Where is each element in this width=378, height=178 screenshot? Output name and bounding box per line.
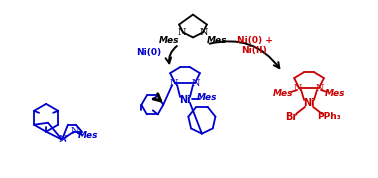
Text: N: N: [59, 135, 67, 144]
Text: Ni(0) +
Ni(II): Ni(0) + Ni(II): [237, 36, 273, 55]
Text: N: N: [200, 28, 208, 37]
Text: N: N: [294, 83, 302, 93]
Text: N: N: [71, 127, 79, 136]
Text: Br: Br: [285, 112, 297, 122]
Text: Mes: Mes: [159, 36, 180, 45]
Text: ··: ··: [191, 34, 195, 43]
Text: N: N: [316, 83, 324, 93]
Text: Ni: Ni: [179, 95, 191, 105]
Text: Mes: Mes: [77, 131, 98, 140]
Text: N: N: [170, 78, 178, 88]
Text: Mes: Mes: [197, 93, 217, 102]
Text: Ni: Ni: [303, 98, 315, 108]
Text: Ni(0): Ni(0): [136, 48, 161, 57]
Text: N: N: [192, 78, 200, 88]
Text: Mes: Mes: [273, 90, 293, 98]
Text: PPh₃: PPh₃: [317, 112, 341, 121]
Text: N: N: [178, 28, 186, 37]
Text: Mes: Mes: [325, 90, 345, 98]
Text: Mes: Mes: [206, 36, 227, 45]
